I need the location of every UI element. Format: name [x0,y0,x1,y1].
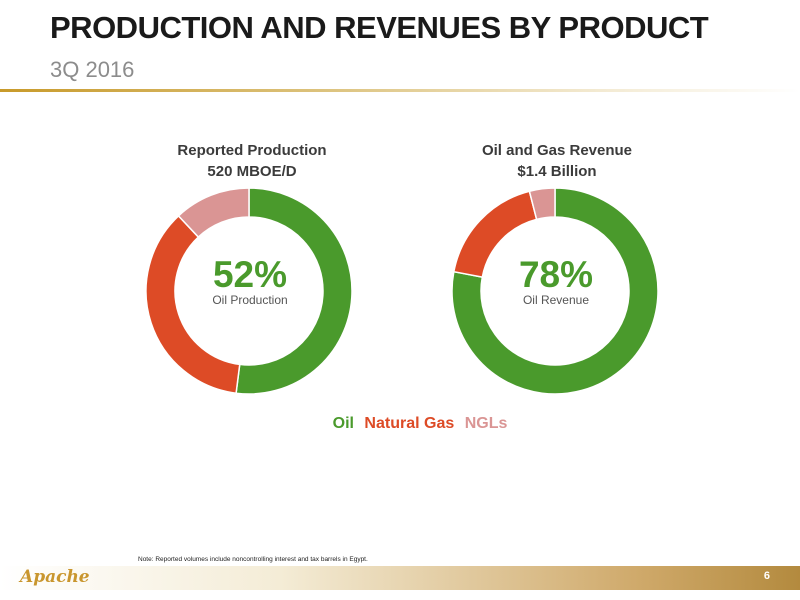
title-divider [0,89,800,92]
revenue-center-value: 78% [518,254,594,295]
production-center-value: 52% [212,254,288,295]
production-chart-title-line: Reported Production [177,142,327,159]
apache-logo: Apache [20,567,90,587]
footnote: Note: Reported volumes include noncontro… [138,556,368,563]
production-donut-chart [145,187,353,395]
revenue-chart-title: Oil and Gas Revenue $1.4 Billion [437,140,677,182]
slide-subtitle: 3Q 2016 [50,57,135,82]
revenue-donut-chart [451,187,659,395]
legend-oil: Oil [332,415,354,432]
revenue-center-label: Oil Revenue [522,293,590,307]
production-slice-oil [235,187,353,395]
production-slice-ngls [177,187,250,239]
production-chart-subtitle: 520 MBOE/D [207,163,297,180]
revenue-chart-subtitle: $1.4 Billion [517,163,597,180]
revenue-chart-title-line: Oil and Gas Revenue [481,142,633,159]
page-number: 6 [763,570,770,582]
chart-legend: Oil Natural Gas NGLs [0,415,800,433]
revenue-slice-oil [451,187,659,395]
production-center-label: Oil Production [212,293,288,307]
legend-natural-gas: Natural Gas [364,415,455,432]
production-chart-title: Reported Production 520 MBOE/D [132,140,372,182]
legend-ngls: NGLs [464,415,508,432]
revenue-slice-ngls [528,187,556,221]
slide-title: PRODUCTION AND REVENUES BY PRODUCT [50,10,709,45]
footer-bar [0,566,800,590]
